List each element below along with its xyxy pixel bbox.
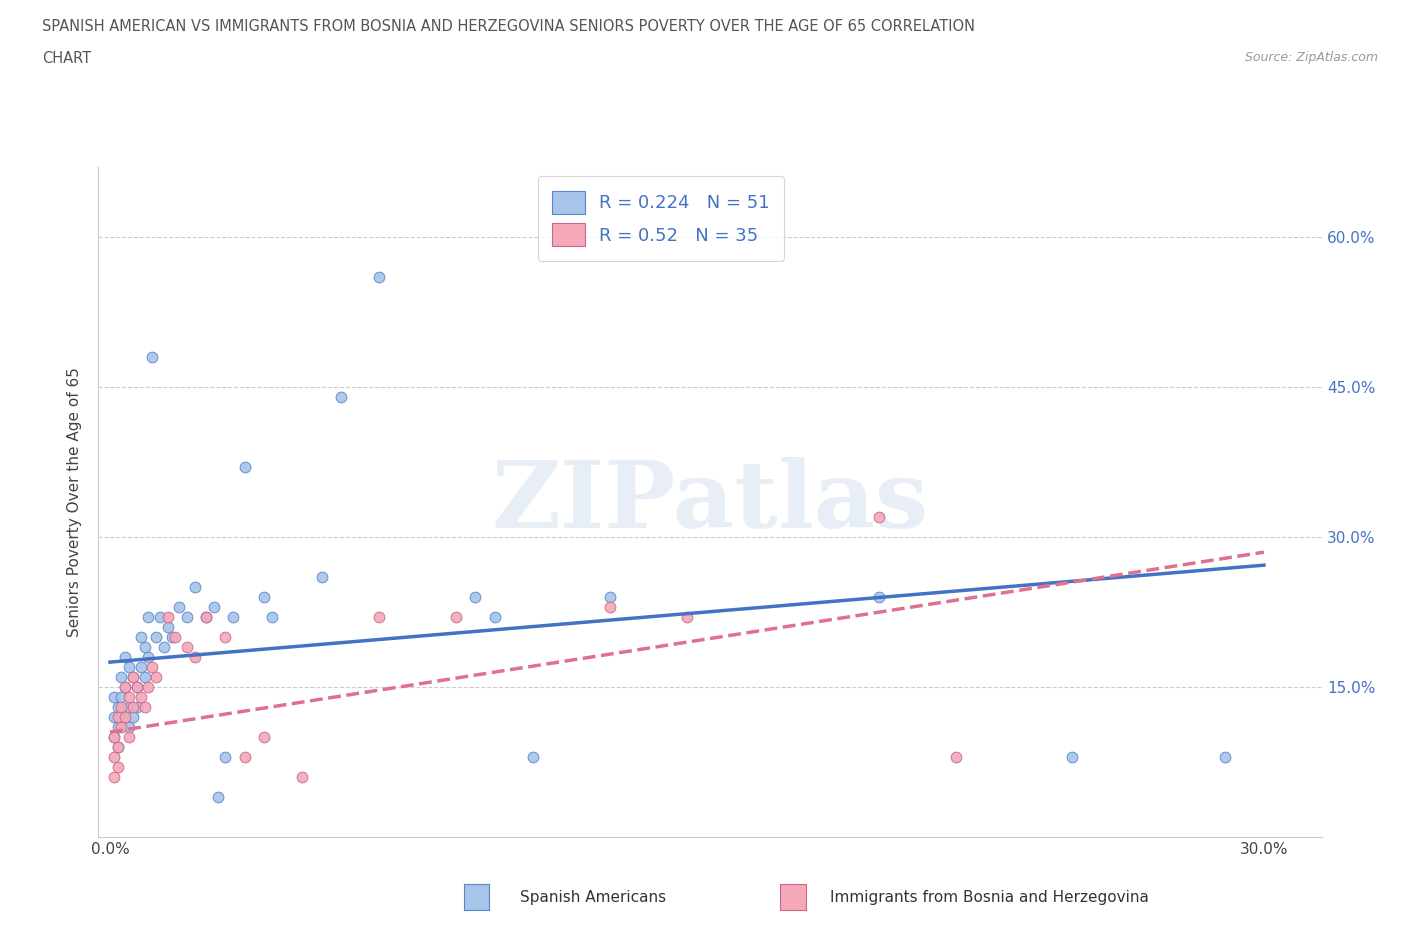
Point [165,630,187,644]
Text: Source: ZipAtlas.com: Source: ZipAtlas.com [1244,51,1378,64]
Point [138,680,160,695]
Point [156,619,179,634]
Point [183,650,205,665]
Point [233,459,256,474]
Point [599,590,621,604]
Point [134,640,156,655]
Point [291,770,314,785]
Point [195,610,218,625]
Point [868,510,890,525]
Point [110,690,132,705]
Point [329,390,352,405]
Y-axis label: Seniors Poverty Over the Age of 65: Seniors Poverty Over the Age of 65 [67,367,83,637]
Point [599,600,621,615]
Text: ZIPatlas: ZIPatlas [492,458,928,547]
Point [156,610,179,625]
Point [1060,750,1083,764]
Point [214,750,236,764]
Point [176,610,198,625]
Point [107,739,129,754]
Text: SPANISH AMERICAN VS IMMIGRANTS FROM BOSNIA AND HERZEGOVINA SENIORS POVERTY OVER : SPANISH AMERICAN VS IMMIGRANTS FROM BOSN… [42,19,976,33]
Point [183,579,205,594]
Point [122,670,145,684]
Text: Immigrants from Bosnia and Herzegovina: Immigrants from Bosnia and Herzegovina [830,890,1149,905]
Point [107,720,129,735]
Point [103,730,125,745]
Point [149,610,172,625]
Point [945,750,967,764]
Point [107,699,129,714]
Text: Spanish Americans: Spanish Americans [520,890,666,905]
Point [118,690,141,705]
Point [125,680,148,695]
Point [522,750,544,764]
Point [868,590,890,604]
Point [118,730,141,745]
Point [114,680,136,695]
Point [107,710,129,724]
Point [444,610,467,625]
Text: CHART: CHART [42,51,91,66]
Point [118,659,141,674]
Point [122,670,145,684]
Point [103,730,125,745]
Point [145,670,167,684]
Point [676,610,699,625]
Legend: R = 0.224   N = 51, R = 0.52   N = 35: R = 0.224 N = 51, R = 0.52 N = 35 [538,177,785,260]
Point [207,790,229,804]
Point [129,630,152,644]
Point [114,650,136,665]
Point [153,640,176,655]
Point [464,590,486,604]
Point [110,670,132,684]
Point [260,610,283,625]
Point [484,610,506,625]
Point [110,710,132,724]
Point [311,570,333,585]
Point [138,650,160,665]
Point [141,350,163,365]
Point [134,699,156,714]
Point [368,270,391,285]
Point [253,590,276,604]
Point [125,680,148,695]
Point [134,670,156,684]
Point [107,739,129,754]
Point [368,610,391,625]
Point [122,699,145,714]
Point [103,750,125,764]
Point [253,730,276,745]
Point [160,630,183,644]
Point [195,610,218,625]
Point [145,630,167,644]
Point [107,760,129,775]
Point [167,600,190,615]
Point [103,690,125,705]
Point [125,699,148,714]
Point [118,720,141,735]
Point [110,699,132,714]
Point [103,710,125,724]
Point [114,680,136,695]
Point [1215,750,1237,764]
Point [233,750,256,764]
Point [118,699,141,714]
Point [114,710,136,724]
Point [129,659,152,674]
Point [202,600,225,615]
Point [129,690,152,705]
Point [138,610,160,625]
Point [103,770,125,785]
Point [141,659,163,674]
Point [176,640,198,655]
Point [214,630,236,644]
Point [222,610,245,625]
Point [110,720,132,735]
Point [122,710,145,724]
